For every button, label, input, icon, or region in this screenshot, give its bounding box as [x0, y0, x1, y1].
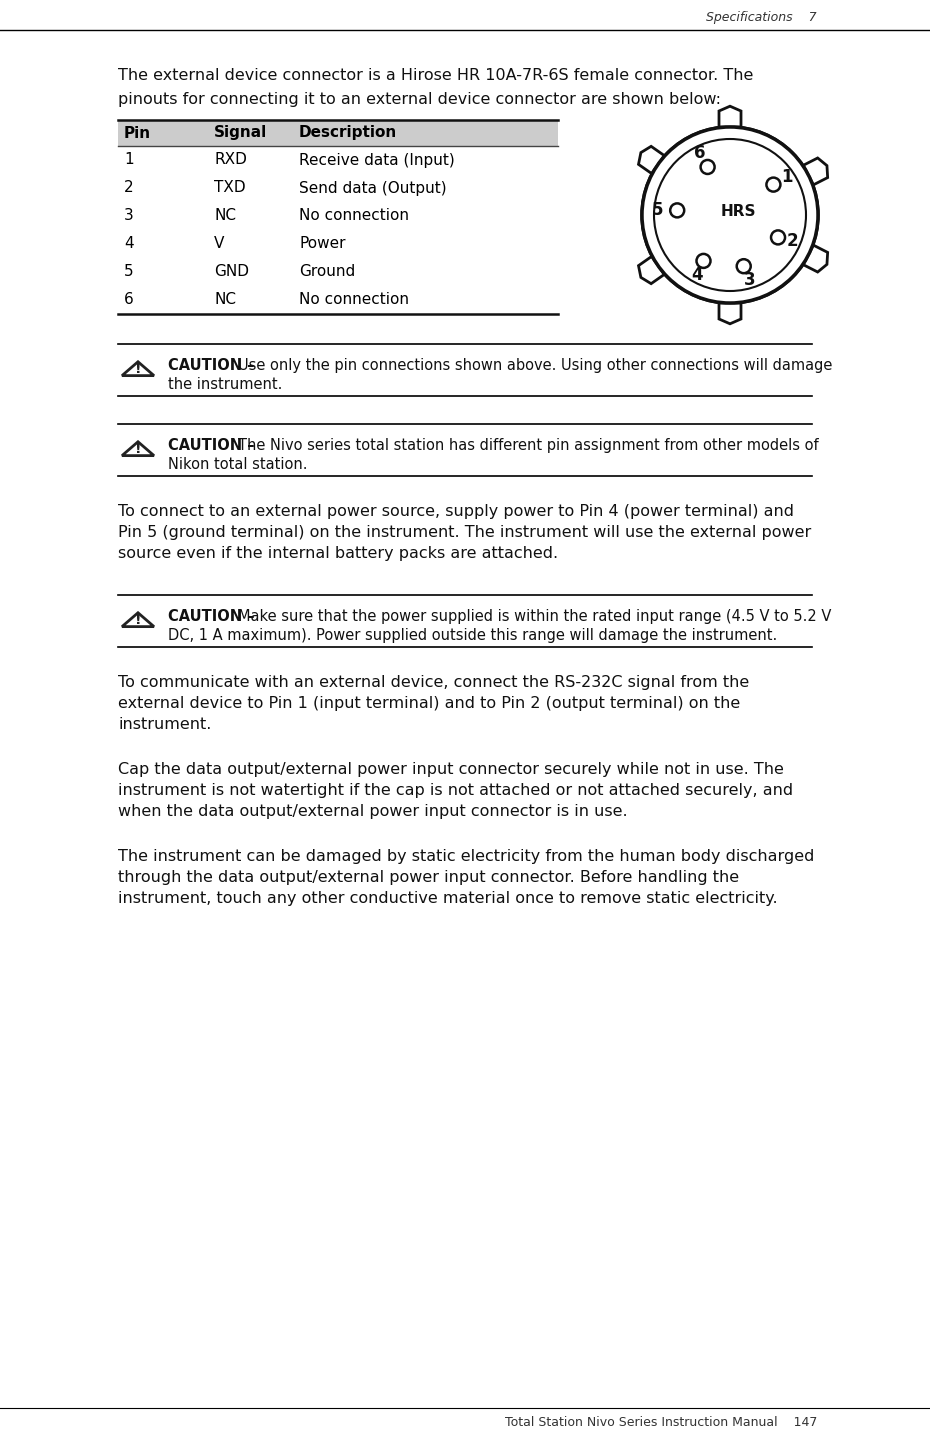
Text: !: ! [135, 362, 141, 375]
Circle shape [697, 253, 711, 268]
Text: Total Station Nivo Series Instruction Manual    147: Total Station Nivo Series Instruction Ma… [505, 1415, 817, 1429]
Circle shape [700, 160, 714, 173]
Text: 3: 3 [744, 271, 755, 289]
Text: To connect to an external power source, supply power to Pin 4 (power terminal) a: To connect to an external power source, … [118, 504, 794, 518]
Text: GND: GND [214, 265, 249, 279]
Text: The instrument can be damaged by static electricity from the human body discharg: The instrument can be damaged by static … [118, 849, 815, 863]
Circle shape [642, 127, 818, 304]
Text: Pin: Pin [124, 126, 151, 140]
Text: when the data output/external power input connector is in use.: when the data output/external power inpu… [118, 803, 628, 819]
Text: No connection: No connection [299, 292, 409, 308]
Text: To communicate with an external device, connect the RS-232C signal from the: To communicate with an external device, … [118, 674, 750, 690]
Polygon shape [804, 158, 828, 185]
Text: Ground: Ground [299, 265, 355, 279]
Text: RXD: RXD [214, 152, 246, 168]
Text: through the data output/external power input connector. Before handling the: through the data output/external power i… [118, 871, 739, 885]
Polygon shape [639, 256, 664, 284]
Text: 4: 4 [692, 266, 703, 284]
Text: 1: 1 [782, 168, 793, 186]
Polygon shape [719, 106, 741, 127]
FancyBboxPatch shape [118, 120, 558, 146]
Text: Signal: Signal [214, 126, 267, 140]
Text: the instrument.: the instrument. [168, 377, 283, 392]
Circle shape [766, 178, 780, 192]
Text: Send data (Output): Send data (Output) [299, 180, 446, 196]
Text: source even if the internal battery packs are attached.: source even if the internal battery pack… [118, 546, 558, 561]
Circle shape [671, 203, 684, 218]
Polygon shape [639, 146, 664, 173]
Text: Make sure that the power supplied is within the rated input range (4.5 V to 5.2 : Make sure that the power supplied is wit… [238, 609, 831, 624]
Circle shape [771, 231, 785, 245]
Text: 5: 5 [651, 202, 663, 219]
Text: V: V [214, 236, 224, 252]
Text: 5: 5 [124, 265, 134, 279]
Polygon shape [719, 304, 741, 324]
Text: 4: 4 [124, 236, 134, 252]
Text: No connection: No connection [299, 209, 409, 223]
Text: Use only the pin connections shown above. Using other connections will damage: Use only the pin connections shown above… [238, 358, 832, 372]
Text: !: ! [135, 441, 141, 455]
Text: Power: Power [299, 236, 346, 252]
Text: 1: 1 [124, 152, 134, 168]
Text: Nikon total station.: Nikon total station. [168, 457, 308, 473]
Text: instrument, touch any other conductive material once to remove static electricit: instrument, touch any other conductive m… [118, 891, 777, 906]
Text: The Nivo series total station has different pin assignment from other models of: The Nivo series total station has differ… [238, 438, 818, 453]
Text: 6: 6 [694, 145, 705, 162]
Text: CAUTION –: CAUTION – [168, 609, 259, 624]
Polygon shape [804, 245, 828, 272]
Circle shape [642, 127, 818, 304]
Text: Receive data (Input): Receive data (Input) [299, 152, 455, 168]
Text: NC: NC [214, 209, 236, 223]
Text: instrument is not watertight if the cap is not attached or not attached securely: instrument is not watertight if the cap … [118, 783, 793, 798]
Circle shape [737, 259, 751, 274]
Text: Cap the data output/external power input connector securely while not in use. Th: Cap the data output/external power input… [118, 762, 784, 778]
Text: Specifications    7: Specifications 7 [707, 10, 817, 23]
Text: pinouts for connecting it to an external device connector are shown below:: pinouts for connecting it to an external… [118, 92, 721, 107]
Text: NC: NC [214, 292, 236, 308]
Text: TXD: TXD [214, 180, 246, 196]
Text: HRS: HRS [720, 205, 756, 219]
Text: Description: Description [299, 126, 397, 140]
Text: Pin 5 (ground terminal) on the instrument. The instrument will use the external : Pin 5 (ground terminal) on the instrumen… [118, 526, 811, 540]
Text: DC, 1 A maximum). Power supplied outside this range will damage the instrument.: DC, 1 A maximum). Power supplied outside… [168, 629, 777, 643]
Text: 3: 3 [124, 209, 134, 223]
Text: CAUTION –: CAUTION – [168, 438, 259, 453]
Text: instrument.: instrument. [118, 717, 211, 732]
Text: !: ! [135, 613, 141, 627]
Text: The external device connector is a Hirose HR 10A-7R-6S female connector. The: The external device connector is a Hiros… [118, 67, 753, 83]
Text: 2: 2 [786, 232, 798, 251]
Text: 6: 6 [124, 292, 134, 308]
Text: CAUTION –: CAUTION – [168, 358, 259, 372]
Text: external device to Pin 1 (input terminal) and to Pin 2 (output terminal) on the: external device to Pin 1 (input terminal… [118, 696, 740, 712]
Text: 2: 2 [124, 180, 134, 196]
